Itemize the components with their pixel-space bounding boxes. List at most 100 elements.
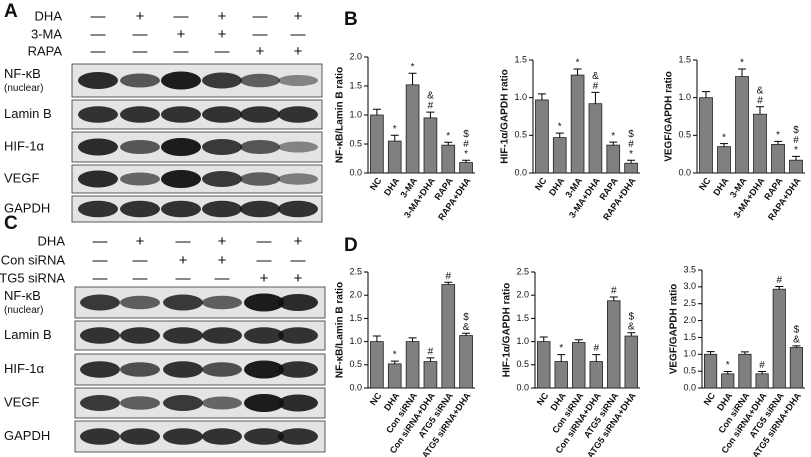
blot-band [278,75,318,86]
significance-mark: # [593,343,599,354]
blot-band [163,395,203,411]
bar [589,361,603,389]
y-tick-label: 1.0 [516,336,529,346]
error-bar [627,159,636,164]
error-bar [426,111,435,118]
condition-sign: — [253,8,268,25]
blot-band [120,106,160,123]
bar [789,159,803,174]
error-bar [574,339,583,343]
condition-sign: + [218,252,227,269]
condition-label: DHA [38,233,66,248]
y-axis-label: HIF-1α/GAPDH ratio [500,69,511,164]
y-tick-label: 1.0 [349,109,362,119]
significance-mark: $ [628,311,634,322]
y-tick-label: 1.0 [514,92,527,102]
condition-sign: — [174,8,189,25]
blot-band [244,428,284,445]
blot-band [202,200,242,218]
error-bar [792,345,801,348]
y-tick-label: 0.0 [516,382,529,392]
significance-mark: # [428,346,434,357]
condition-sign: + [136,233,145,250]
blot-band [80,327,120,344]
blot-band [120,295,160,310]
blot-row-label: GAPDH [4,428,50,443]
blot-row-label: VEGF [4,170,39,185]
condition-sign: — [176,270,191,287]
y-tick-label: 2.5 [516,266,529,276]
blot-band [78,200,118,218]
condition-sign: — [133,252,148,269]
blot-band [161,200,201,218]
y-tick-label: 0.5 [349,138,362,148]
error-bar [591,91,600,104]
significance-mark: # [445,271,451,282]
bar [753,113,767,174]
error-bar [372,335,381,342]
blot-band [120,428,160,445]
blot-row-label: NF-κB [4,66,41,81]
bar [721,373,735,389]
blot-band [278,294,318,311]
significance-mark: # [428,101,434,112]
y-axis-label: NF-κB/Lamin B ratio [335,282,346,378]
bar [459,162,473,174]
error-bar [444,281,453,285]
bar [535,99,549,174]
y-tick-label: 0.5 [349,359,362,369]
condition-sign: — [291,26,306,43]
condition-sign: — [257,252,272,269]
significance-mark: # [776,275,782,286]
condition-label: ATG5 siRNA [0,270,65,285]
bar [624,335,638,389]
x-tick-label: NC [535,390,551,407]
error-bar [720,143,728,147]
y-axis-label: VEGF/GAPDH ratio [664,71,675,162]
blot-band [80,428,120,445]
bar [405,84,420,174]
blot-row-label: NF-κB [4,288,41,303]
y-tick-label: 1.5 [349,313,362,323]
significance-mark: $ [463,129,469,140]
error-bar [444,141,453,146]
blot-band [278,394,318,412]
y-tick-label: 3.5 [683,264,696,274]
blot-band [120,327,160,344]
blot-band [202,428,242,445]
condition-sign: — [215,43,230,60]
significance-mark: & [793,334,800,345]
bar [717,146,731,174]
blot-row-sublabel: (nuclear) [4,305,43,316]
error-bar [740,351,749,355]
blot-band [202,106,242,123]
blot-band [240,73,280,88]
significance-mark: # [757,95,763,106]
significance-mark: * [393,350,397,361]
condition-sign: — [215,270,230,287]
condition-sign: — [93,270,108,287]
blot-band [244,360,284,379]
condition-sign: — [91,26,106,43]
condition-sign: + [294,43,303,60]
y-axis-label: VEGF/GAPDH ratio [669,284,680,375]
bar [387,363,402,389]
condition-sign: — [174,43,189,60]
condition-sign: + [260,270,269,287]
condition-sign: + [136,8,145,25]
significance-mark: * [576,58,580,69]
blot-band [278,327,318,344]
bar [607,300,621,389]
error-bar [372,108,381,115]
blot-row-label: Lamin B [4,106,52,121]
bar [588,103,603,174]
x-tick-label: NC [702,390,718,407]
blot-band [161,106,201,123]
error-bar [390,134,399,142]
blot-band [240,172,280,186]
blot-band [161,71,201,90]
significance-mark: # [759,360,765,371]
blot-band [120,362,160,377]
significance-mark: * [629,149,633,160]
